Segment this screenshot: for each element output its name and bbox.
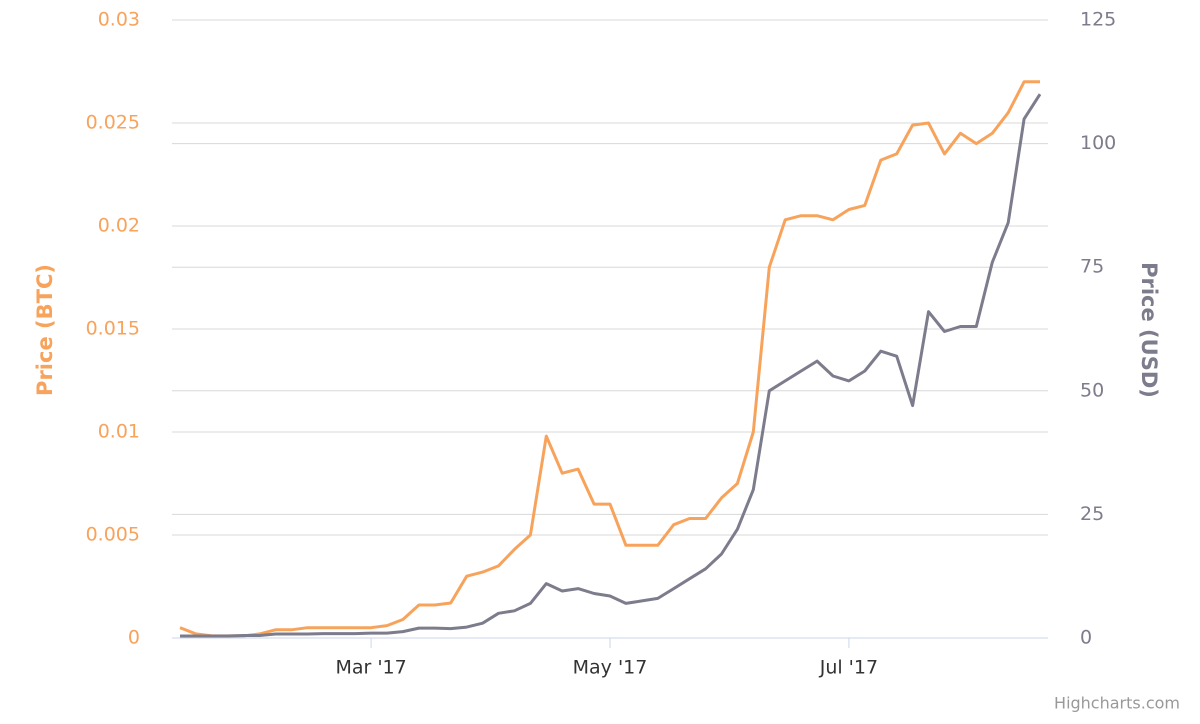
- y2-axis-title: Price (USD): [1137, 262, 1161, 398]
- y-tick-label: 0.025: [86, 112, 140, 134]
- y2-tick-label: 100: [1080, 132, 1116, 154]
- y2-tick-label: 0: [1080, 627, 1092, 649]
- y-tick-label: 0: [128, 627, 140, 649]
- x-tick-label: Jul '17: [819, 657, 878, 679]
- x-tick-label: Mar '17: [335, 657, 406, 679]
- y-axis-title: Price (BTC): [33, 264, 57, 396]
- y-tick-label: 0.02: [98, 215, 140, 237]
- y2-tick-label: 125: [1080, 9, 1116, 31]
- credits[interactable]: Highcharts.com: [1054, 694, 1180, 713]
- y-tick-label: 0.015: [86, 318, 140, 340]
- series-line: [179, 80, 1040, 638]
- y2-tick-label: 25: [1080, 503, 1104, 525]
- y-tick-label: 0.01: [98, 421, 140, 443]
- y-tick-label: 0.005: [86, 524, 140, 546]
- y2-tick-label: 75: [1080, 256, 1104, 278]
- y2-tick-label: 50: [1080, 379, 1104, 401]
- series-line: [180, 93, 1042, 638]
- x-tick-label: May '17: [573, 657, 648, 679]
- y-tick-label: 0.03: [98, 9, 140, 31]
